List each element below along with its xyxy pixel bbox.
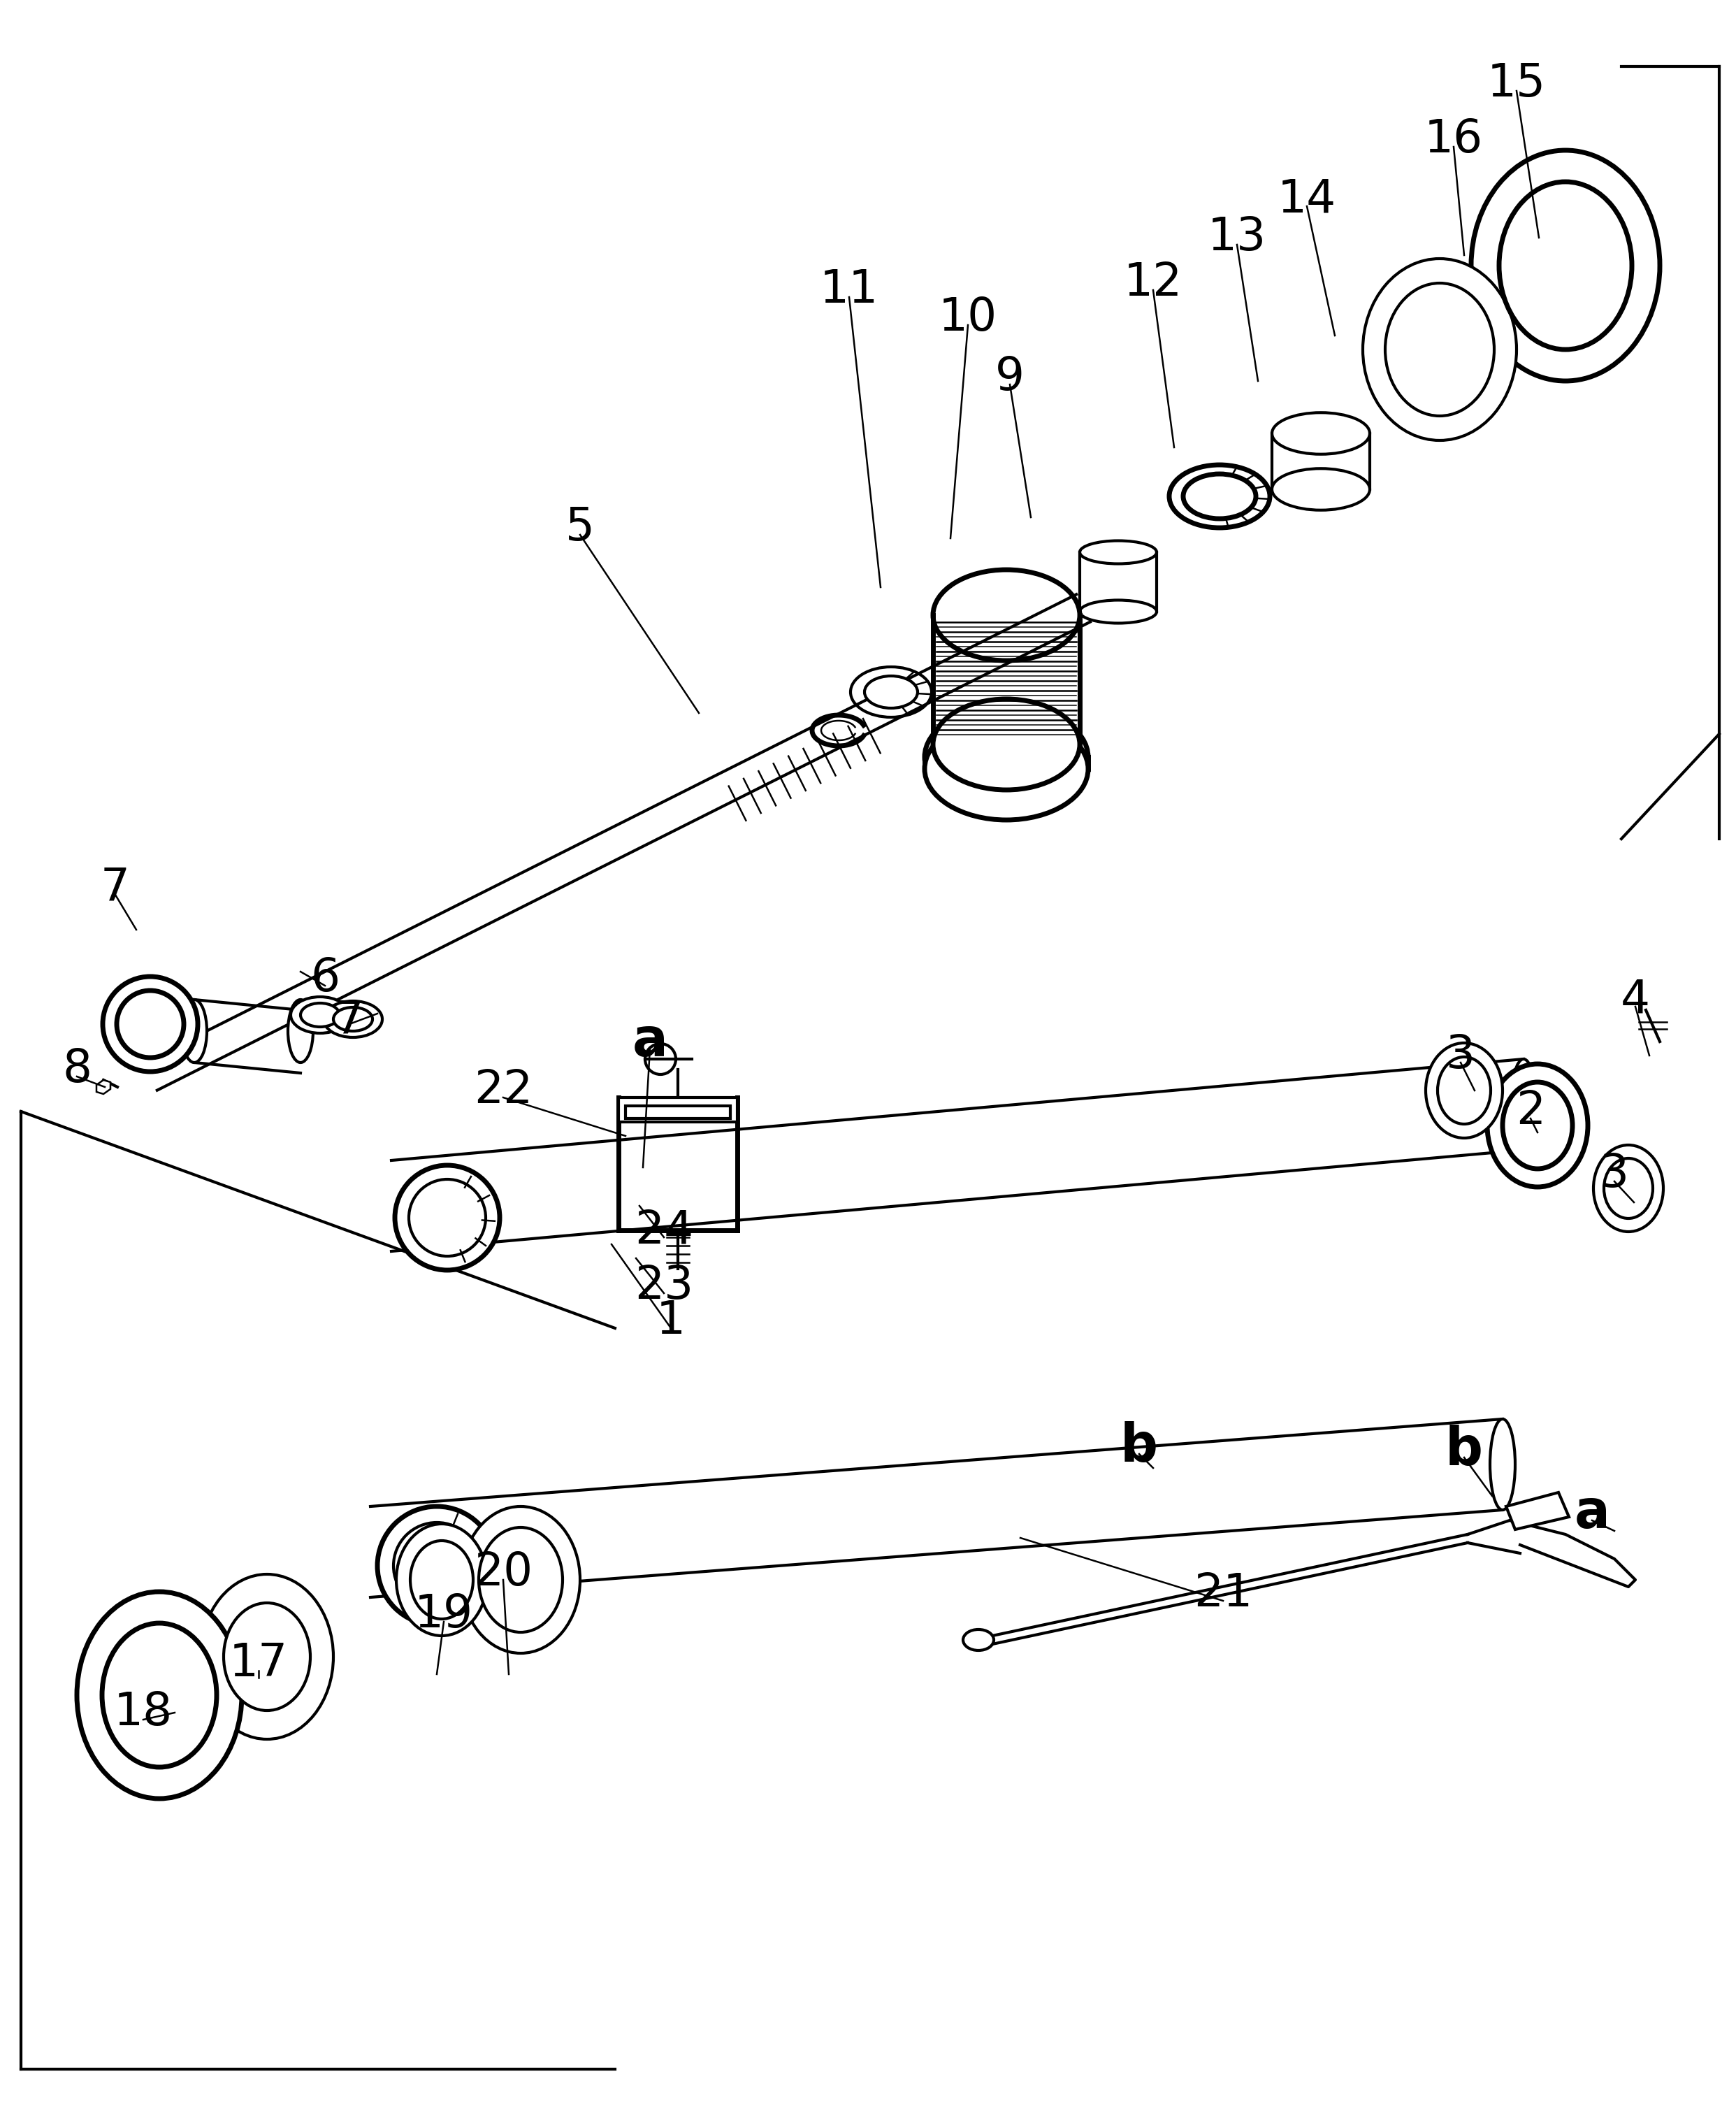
Ellipse shape [1503, 1083, 1573, 1169]
Ellipse shape [248, 1633, 286, 1682]
Ellipse shape [1488, 1064, 1588, 1188]
Text: 2: 2 [1516, 1089, 1545, 1133]
Text: b: b [1120, 1421, 1158, 1474]
Ellipse shape [963, 1629, 993, 1650]
Ellipse shape [290, 996, 349, 1034]
Text: 14: 14 [1278, 177, 1337, 221]
Ellipse shape [102, 1623, 217, 1768]
Ellipse shape [932, 700, 1080, 790]
Ellipse shape [1272, 412, 1370, 454]
Ellipse shape [851, 666, 932, 717]
Text: 22: 22 [474, 1068, 533, 1112]
Polygon shape [618, 1097, 738, 1122]
Text: a: a [1575, 1488, 1609, 1539]
Ellipse shape [224, 1604, 311, 1711]
Text: 8: 8 [62, 1047, 92, 1091]
Text: 11: 11 [819, 267, 878, 313]
Ellipse shape [1385, 284, 1495, 416]
Text: 17: 17 [229, 1642, 288, 1686]
Ellipse shape [1080, 540, 1156, 563]
Polygon shape [625, 1106, 731, 1118]
Text: 5: 5 [566, 504, 595, 551]
Ellipse shape [201, 1574, 333, 1738]
Ellipse shape [925, 706, 1088, 807]
Ellipse shape [1363, 259, 1517, 441]
Text: 18: 18 [115, 1690, 172, 1734]
Text: a: a [632, 1015, 668, 1068]
Text: 6: 6 [311, 956, 340, 1001]
Text: 24: 24 [634, 1209, 693, 1253]
Text: 12: 12 [1123, 261, 1182, 305]
Ellipse shape [76, 1591, 241, 1799]
Ellipse shape [932, 570, 1080, 660]
Text: 3: 3 [1446, 1034, 1476, 1078]
Ellipse shape [1184, 473, 1255, 519]
Ellipse shape [300, 1003, 340, 1028]
Ellipse shape [323, 1001, 382, 1038]
Text: 7: 7 [335, 998, 365, 1043]
Text: 1: 1 [656, 1299, 686, 1343]
Ellipse shape [479, 1528, 562, 1633]
Text: 10: 10 [939, 296, 998, 341]
Ellipse shape [925, 719, 1088, 820]
Ellipse shape [1489, 1419, 1516, 1509]
Text: 7: 7 [101, 866, 130, 910]
Ellipse shape [135, 1665, 184, 1726]
Ellipse shape [394, 1165, 500, 1270]
Polygon shape [97, 1080, 111, 1093]
Ellipse shape [333, 1007, 373, 1032]
Ellipse shape [132, 1003, 175, 1047]
Ellipse shape [394, 1522, 481, 1610]
Ellipse shape [646, 1045, 675, 1074]
Ellipse shape [102, 977, 198, 1072]
Ellipse shape [1170, 465, 1269, 528]
Ellipse shape [1594, 1146, 1663, 1232]
Text: 23: 23 [635, 1263, 693, 1310]
Text: 19: 19 [415, 1593, 474, 1637]
Text: 13: 13 [1208, 214, 1266, 261]
Text: 21: 21 [1194, 1572, 1252, 1616]
Ellipse shape [182, 1001, 207, 1062]
Ellipse shape [1437, 1057, 1491, 1125]
Ellipse shape [410, 1541, 474, 1619]
Ellipse shape [865, 677, 918, 708]
Ellipse shape [410, 1179, 486, 1257]
Ellipse shape [377, 1507, 496, 1625]
Text: 3: 3 [1599, 1152, 1628, 1196]
Ellipse shape [396, 1524, 488, 1635]
Text: 15: 15 [1488, 61, 1547, 107]
Ellipse shape [1080, 601, 1156, 622]
Ellipse shape [288, 1001, 312, 1062]
Ellipse shape [1425, 1043, 1503, 1137]
Polygon shape [1507, 1492, 1569, 1530]
Text: b: b [1446, 1425, 1483, 1476]
Text: 16: 16 [1424, 118, 1483, 162]
Ellipse shape [1500, 181, 1632, 349]
Ellipse shape [1604, 1158, 1653, 1219]
Ellipse shape [116, 990, 184, 1057]
Ellipse shape [113, 984, 194, 1064]
Ellipse shape [1470, 149, 1660, 380]
Text: 4: 4 [1621, 977, 1651, 1022]
Text: 20: 20 [474, 1551, 533, 1595]
Ellipse shape [1510, 1059, 1536, 1150]
Ellipse shape [462, 1507, 580, 1652]
Text: 9: 9 [995, 355, 1024, 399]
Ellipse shape [1272, 469, 1370, 511]
